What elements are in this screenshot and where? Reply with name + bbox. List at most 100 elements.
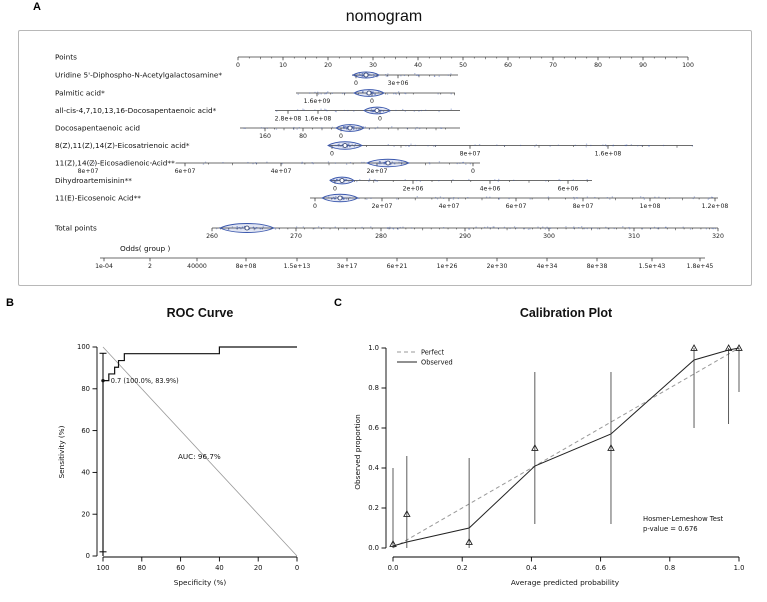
data-dot — [578, 227, 580, 229]
row-label: 8(Z),11(Z),14(Z)-Eicosatrienoic acid* — [55, 141, 190, 150]
data-dot — [468, 178, 470, 181]
threshold-label: 0.7 (100.0%, 83.9%) — [111, 377, 179, 385]
data-dot — [383, 163, 385, 165]
data-dot — [547, 196, 550, 198]
data-dot — [402, 108, 404, 111]
axis-tick-label: 160 — [259, 133, 271, 140]
data-dot — [317, 91, 319, 93]
data-dot — [711, 196, 714, 199]
data-dot — [334, 226, 336, 228]
axis-tick-label: 300 — [543, 233, 555, 240]
row-label: Palmitic acid* — [55, 88, 105, 97]
row-label: Odds( group ) — [120, 244, 170, 253]
data-dot — [462, 162, 464, 164]
auc-label: AUC: 96.7% — [178, 452, 221, 461]
data-dot — [243, 127, 245, 129]
panel-c-tag: C — [334, 297, 342, 309]
data-dot — [565, 226, 567, 228]
data-dot — [710, 196, 713, 198]
group-marker — [465, 538, 473, 545]
data-dot — [433, 75, 436, 77]
axis-tick-label: 280 — [375, 233, 387, 240]
data-dot — [605, 145, 608, 147]
data-dot — [317, 226, 320, 228]
data-dot — [153, 161, 156, 164]
data-dot — [384, 74, 387, 76]
data-dot — [489, 196, 491, 198]
data-dot — [597, 228, 599, 230]
data-dot — [494, 179, 496, 181]
data-dot — [398, 93, 400, 95]
data-dot — [325, 92, 327, 95]
data-dot — [417, 75, 420, 77]
data-dot — [380, 162, 382, 165]
data-dot — [405, 92, 407, 95]
data-dot — [450, 93, 452, 95]
data-dot — [358, 75, 360, 77]
data-dot — [298, 127, 300, 129]
y-axis-label: Sensitivity (%) — [57, 425, 66, 478]
data-dot — [498, 198, 500, 200]
axis-tick-label: 4e+07 — [271, 168, 292, 175]
data-dot — [486, 226, 489, 228]
data-dot — [606, 196, 609, 199]
data-dot — [335, 195, 337, 198]
nomogram-row: 1e-04 2 40000 8e+08 1.5e+13 3e+17 6e+21 1e+26 2e… — [95, 243, 713, 270]
axis-tick-label: 1.6e+08 — [305, 115, 332, 122]
data-dot — [591, 227, 593, 229]
data-dot — [327, 91, 329, 93]
data-dot — [204, 161, 207, 163]
data-dot — [352, 128, 355, 131]
axis-tick-label: 0 — [313, 203, 317, 210]
axis-tick-label: 8e+07 — [78, 168, 99, 175]
x-tick-label: 40 — [215, 564, 224, 572]
y-tick-label: 100 — [77, 343, 90, 351]
data-dot — [256, 227, 258, 229]
data-dot — [227, 228, 230, 231]
data-dot — [366, 198, 368, 200]
data-dot — [693, 196, 696, 198]
data-dot — [457, 197, 460, 200]
data-dot — [235, 228, 238, 230]
data-dot — [438, 110, 440, 113]
data-dot — [345, 128, 348, 130]
data-dot — [447, 74, 449, 76]
data-dot — [156, 163, 159, 165]
violin-median — [374, 108, 380, 113]
data-dot — [438, 180, 440, 182]
x-tick-label: 0.4 — [526, 564, 537, 572]
legend-perfect-label: Perfect — [421, 349, 445, 357]
data-dot — [347, 143, 349, 145]
nomogram-row: 0 2e+06 4e+06 6e+06 Dihydroartemisinin** — [54, 175, 592, 192]
data-dot — [573, 226, 575, 228]
data-dot — [574, 144, 576, 147]
x-tick-label: 0.2 — [457, 564, 468, 572]
data-dot — [622, 226, 624, 228]
data-dot — [396, 227, 399, 229]
data-dot — [413, 110, 416, 112]
data-dot — [255, 162, 258, 165]
data-dot — [347, 109, 349, 112]
data-dot — [662, 144, 665, 147]
row-label: Points — [55, 52, 77, 61]
axis-tick-label: 1.5e+13 — [284, 263, 311, 270]
data-dot — [364, 126, 366, 128]
axis-tick-label: 10 — [279, 62, 287, 69]
data-dot — [433, 75, 436, 77]
data-dot — [328, 196, 330, 198]
row-label: Docosapentaenoic acid — [55, 123, 140, 132]
axis-tick-label: 2.8e+08 — [275, 115, 302, 122]
data-dot — [358, 197, 360, 200]
group-marker — [531, 444, 539, 451]
data-dot — [497, 180, 500, 182]
axis-tick-label: 3e+17 — [337, 263, 358, 270]
y-axis-label: Observed proportion — [353, 414, 362, 489]
data-dot — [312, 163, 314, 165]
data-dot — [391, 126, 393, 128]
data-dot — [503, 145, 506, 147]
data-dot — [361, 73, 364, 75]
data-dot — [450, 73, 452, 75]
axis-tick-label: 6e+06 — [558, 185, 579, 192]
data-dot — [714, 227, 717, 230]
